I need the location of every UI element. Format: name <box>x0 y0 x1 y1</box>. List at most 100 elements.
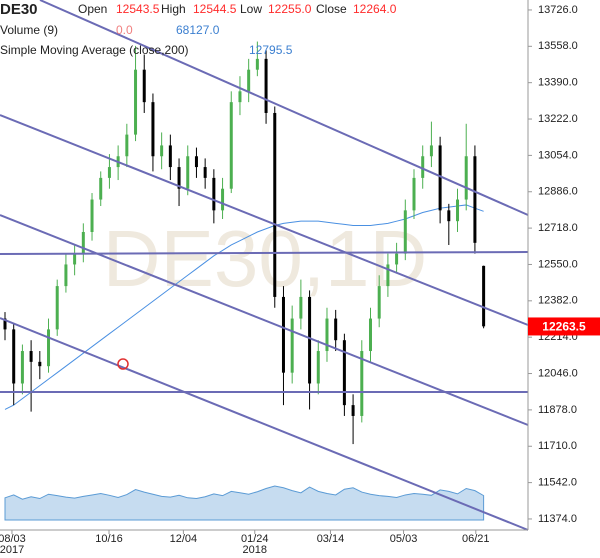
x-tick-label: 03/14 <box>317 533 345 545</box>
x-tick-label: 08/03 <box>0 533 26 545</box>
symbol: DE30 <box>0 1 38 18</box>
x-tick-label: 06/21 <box>462 533 490 545</box>
x-year-label: 2017 <box>0 544 24 556</box>
trend-lines <box>0 0 529 531</box>
low-value: 12255.0 <box>268 2 312 16</box>
horizontal-line <box>0 251 529 255</box>
open-label: Open <box>78 2 107 16</box>
y-tick-label: 13726.0 <box>538 4 578 16</box>
y-tick-label: 13054.0 <box>538 149 578 161</box>
candle-body <box>360 351 364 416</box>
open-value: 12543.5 <box>116 2 160 16</box>
candle-body <box>47 329 51 367</box>
y-tick-label: 13222.0 <box>538 113 578 125</box>
candle-body <box>81 231 85 254</box>
x-tick-label: 12/04 <box>170 533 198 545</box>
candle-body <box>194 156 198 168</box>
candle-body <box>212 177 216 211</box>
candle-body <box>395 253 399 265</box>
volume-label: Volume (9) <box>0 23 58 37</box>
candle-body <box>386 264 390 287</box>
candle-body <box>38 361 42 367</box>
candle-body <box>64 264 68 287</box>
candle-body <box>229 102 233 189</box>
candle-body <box>142 69 146 103</box>
candle-body <box>403 210 407 254</box>
candle-body <box>177 167 181 189</box>
candle-body <box>351 405 355 416</box>
candle-body <box>186 156 190 189</box>
trend-line <box>39 0 529 216</box>
candle-body <box>281 296 285 373</box>
high-value: 12544.5 <box>193 2 237 16</box>
close-label: Close <box>316 2 347 16</box>
marker-circle <box>117 358 129 370</box>
candle-body <box>473 156 477 243</box>
y-tick-label: 11542.0 <box>538 477 577 489</box>
candle-body <box>308 296 312 384</box>
sma-value: 12795.5 <box>249 43 293 57</box>
volume-value: 68127.0 <box>176 23 220 37</box>
candle-body <box>264 58 268 113</box>
y-tick-label: 12382.0 <box>538 295 578 307</box>
candle-body <box>73 253 77 265</box>
y-tick-label: 12550.0 <box>538 258 578 270</box>
trend-line <box>0 214 529 426</box>
y-tick-label: 13390.0 <box>538 77 578 89</box>
sma-label: Simple Moving Average (close,200) <box>0 43 189 57</box>
candle-body <box>342 340 346 406</box>
y-tick-label: 13558.0 <box>538 40 578 52</box>
legend-header: DE30 Open 12543.5 High 12544.5 Low 12255… <box>0 1 397 57</box>
candle-body <box>421 156 425 178</box>
candle-body <box>316 351 320 384</box>
y-tick-label: 12718.0 <box>538 222 578 234</box>
candle-body <box>464 156 468 200</box>
candle-body <box>221 188 225 211</box>
plot <box>3 41 486 521</box>
candle-body <box>20 351 24 384</box>
candle-body <box>247 69 251 92</box>
volume-value: 0.0 <box>116 23 133 37</box>
y-tick-label: 11878.0 <box>538 404 577 416</box>
candle-body <box>273 112 277 297</box>
y-tick-label: 11374.0 <box>538 513 577 525</box>
candle-body <box>447 210 451 222</box>
candle-body <box>107 167 111 178</box>
candle-body <box>412 177 416 211</box>
trend-line <box>0 114 529 326</box>
candle-body <box>334 318 338 341</box>
last-price-label: 12263.5 <box>542 320 586 334</box>
candle-body <box>238 91 242 103</box>
y-tick-label: 11710.0 <box>538 440 577 452</box>
candle-body <box>29 351 33 362</box>
candle-body <box>203 167 207 178</box>
close-value: 12264.0 <box>353 2 397 16</box>
candle-body <box>99 177 103 200</box>
high-label: High <box>161 2 186 16</box>
candle-body <box>3 318 7 330</box>
candle-body <box>368 318 372 352</box>
candle-body <box>125 134 129 157</box>
x-tick-label: 05/03 <box>390 533 418 545</box>
candle-body <box>12 329 16 384</box>
candle-body <box>299 296 303 319</box>
candle-body <box>134 69 138 135</box>
y-tick-label: 12886.0 <box>538 186 578 198</box>
last-price-tag <box>528 317 600 336</box>
candle-body <box>160 145 164 157</box>
candle-body <box>429 145 433 157</box>
candle-body <box>438 145 442 211</box>
low-label: Low <box>240 2 262 16</box>
candle-body <box>290 318 294 373</box>
candle-body <box>325 318 329 352</box>
trend-line <box>0 317 529 531</box>
candle-body <box>377 286 381 319</box>
candle-body <box>55 286 59 330</box>
y-tick-label: 12046.0 <box>538 367 578 379</box>
volume-area <box>4 485 485 521</box>
candle-body <box>168 145 172 168</box>
x-tick-label: 10/16 <box>95 533 123 545</box>
x-year-label: 2018 <box>243 544 267 556</box>
candle-body <box>255 58 259 70</box>
